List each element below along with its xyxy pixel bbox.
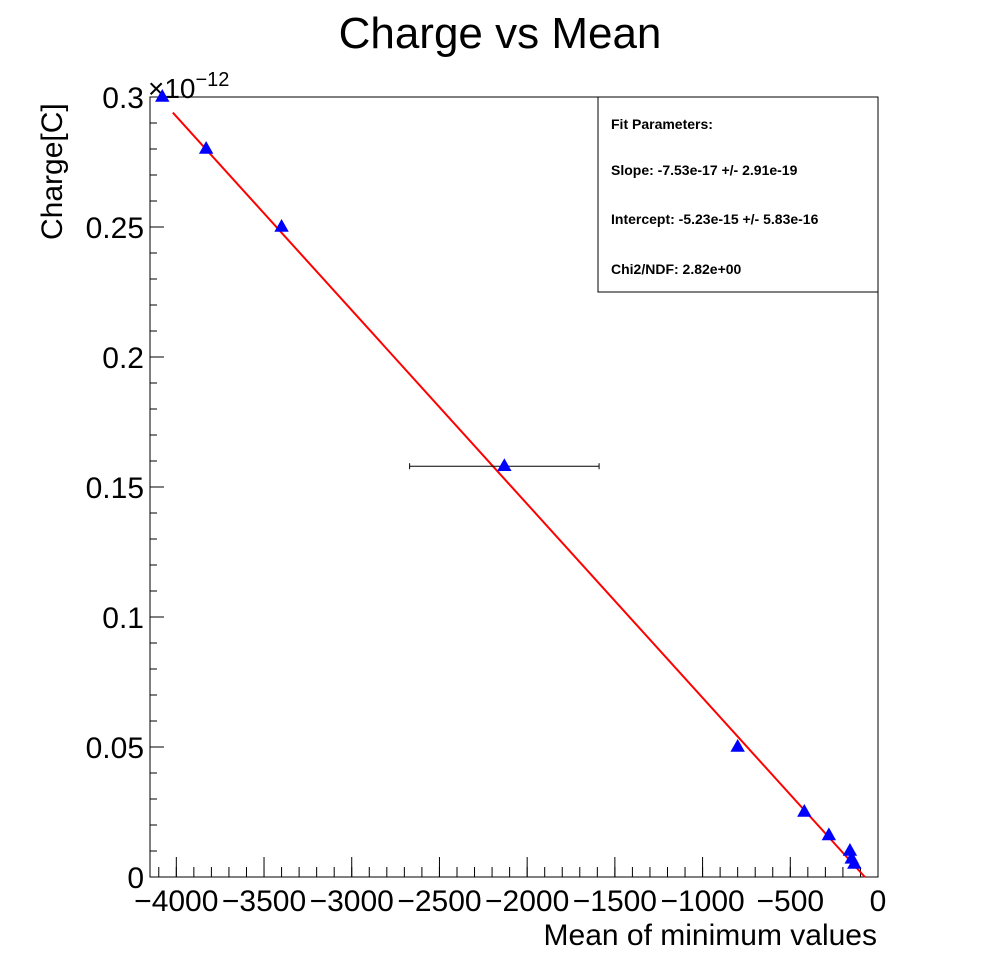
- x-tick-label: −4000: [134, 885, 218, 918]
- data-point-triangle: [821, 827, 837, 841]
- y-tick-label: 0.3: [102, 82, 144, 115]
- x-axis: −4000 −3500 −3000 −2500 −2000 −1500 −1000 −500 0: [134, 857, 886, 918]
- data-point-triangle: [198, 141, 214, 154]
- y-tick-label: 0: [127, 862, 144, 895]
- x-tick-label: −2000: [485, 885, 569, 918]
- x-tick-label: −1500: [573, 885, 657, 918]
- x-tick-label: 0: [870, 885, 887, 918]
- fit-parameter-slope: Slope: -7.53e-17 +/- 2.91e-19: [611, 162, 798, 178]
- data-point-triangle: [797, 804, 812, 817]
- fit-line: [172, 111, 866, 878]
- fit-parameter-chi2: Chi2/NDF: 2.82e+00: [611, 261, 742, 277]
- data-point-triangle: [155, 89, 170, 102]
- y-exponent-base: ×10: [148, 73, 196, 104]
- fit-line-layer: [172, 111, 866, 878]
- x-tick-label: −2500: [397, 885, 481, 918]
- fit-parameters-frame: [597, 96, 879, 293]
- fit-parameters-box: Fit Parameters: Slope: -7.53e-17 +/- 2.9…: [597, 96, 879, 293]
- data-point-triangle: [730, 739, 745, 752]
- y-exponent-label: ×10−12: [148, 69, 229, 104]
- y-tick-label: 0.15: [86, 472, 144, 505]
- data-point-triangle: [497, 458, 512, 471]
- x-axis-label: Mean of minimum values: [544, 919, 877, 952]
- y-tick-label: 0.2: [102, 342, 144, 375]
- x-tick-label: −3500: [222, 885, 306, 918]
- y-tick-label: 0.25: [86, 212, 144, 245]
- y-exponent-power: −12: [196, 69, 230, 91]
- data-point-triangle: [274, 219, 289, 232]
- chart-title: Charge vs Mean: [339, 9, 662, 58]
- y-tick-label: 0.1: [102, 602, 144, 635]
- x-tick-label: −3000: [310, 885, 394, 918]
- fit-parameters-header: Fit Parameters:: [611, 116, 713, 132]
- fit-parameter-intercept: Intercept: -5.23e-15 +/- 5.83e-16: [611, 211, 819, 227]
- data-points-layer: [155, 89, 862, 869]
- x-tick-label: −1000: [660, 885, 744, 918]
- data-point-triangle: [847, 856, 862, 869]
- x-tick-label: −500: [757, 885, 825, 918]
- y-axis-label: Charge[C]: [36, 103, 69, 240]
- data-point-triangle: [842, 843, 858, 856]
- y-axis: 0 0.05 0.1 0.15 0.2 0.25 0.3: [86, 82, 164, 895]
- y-tick-label: 0.05: [86, 732, 144, 765]
